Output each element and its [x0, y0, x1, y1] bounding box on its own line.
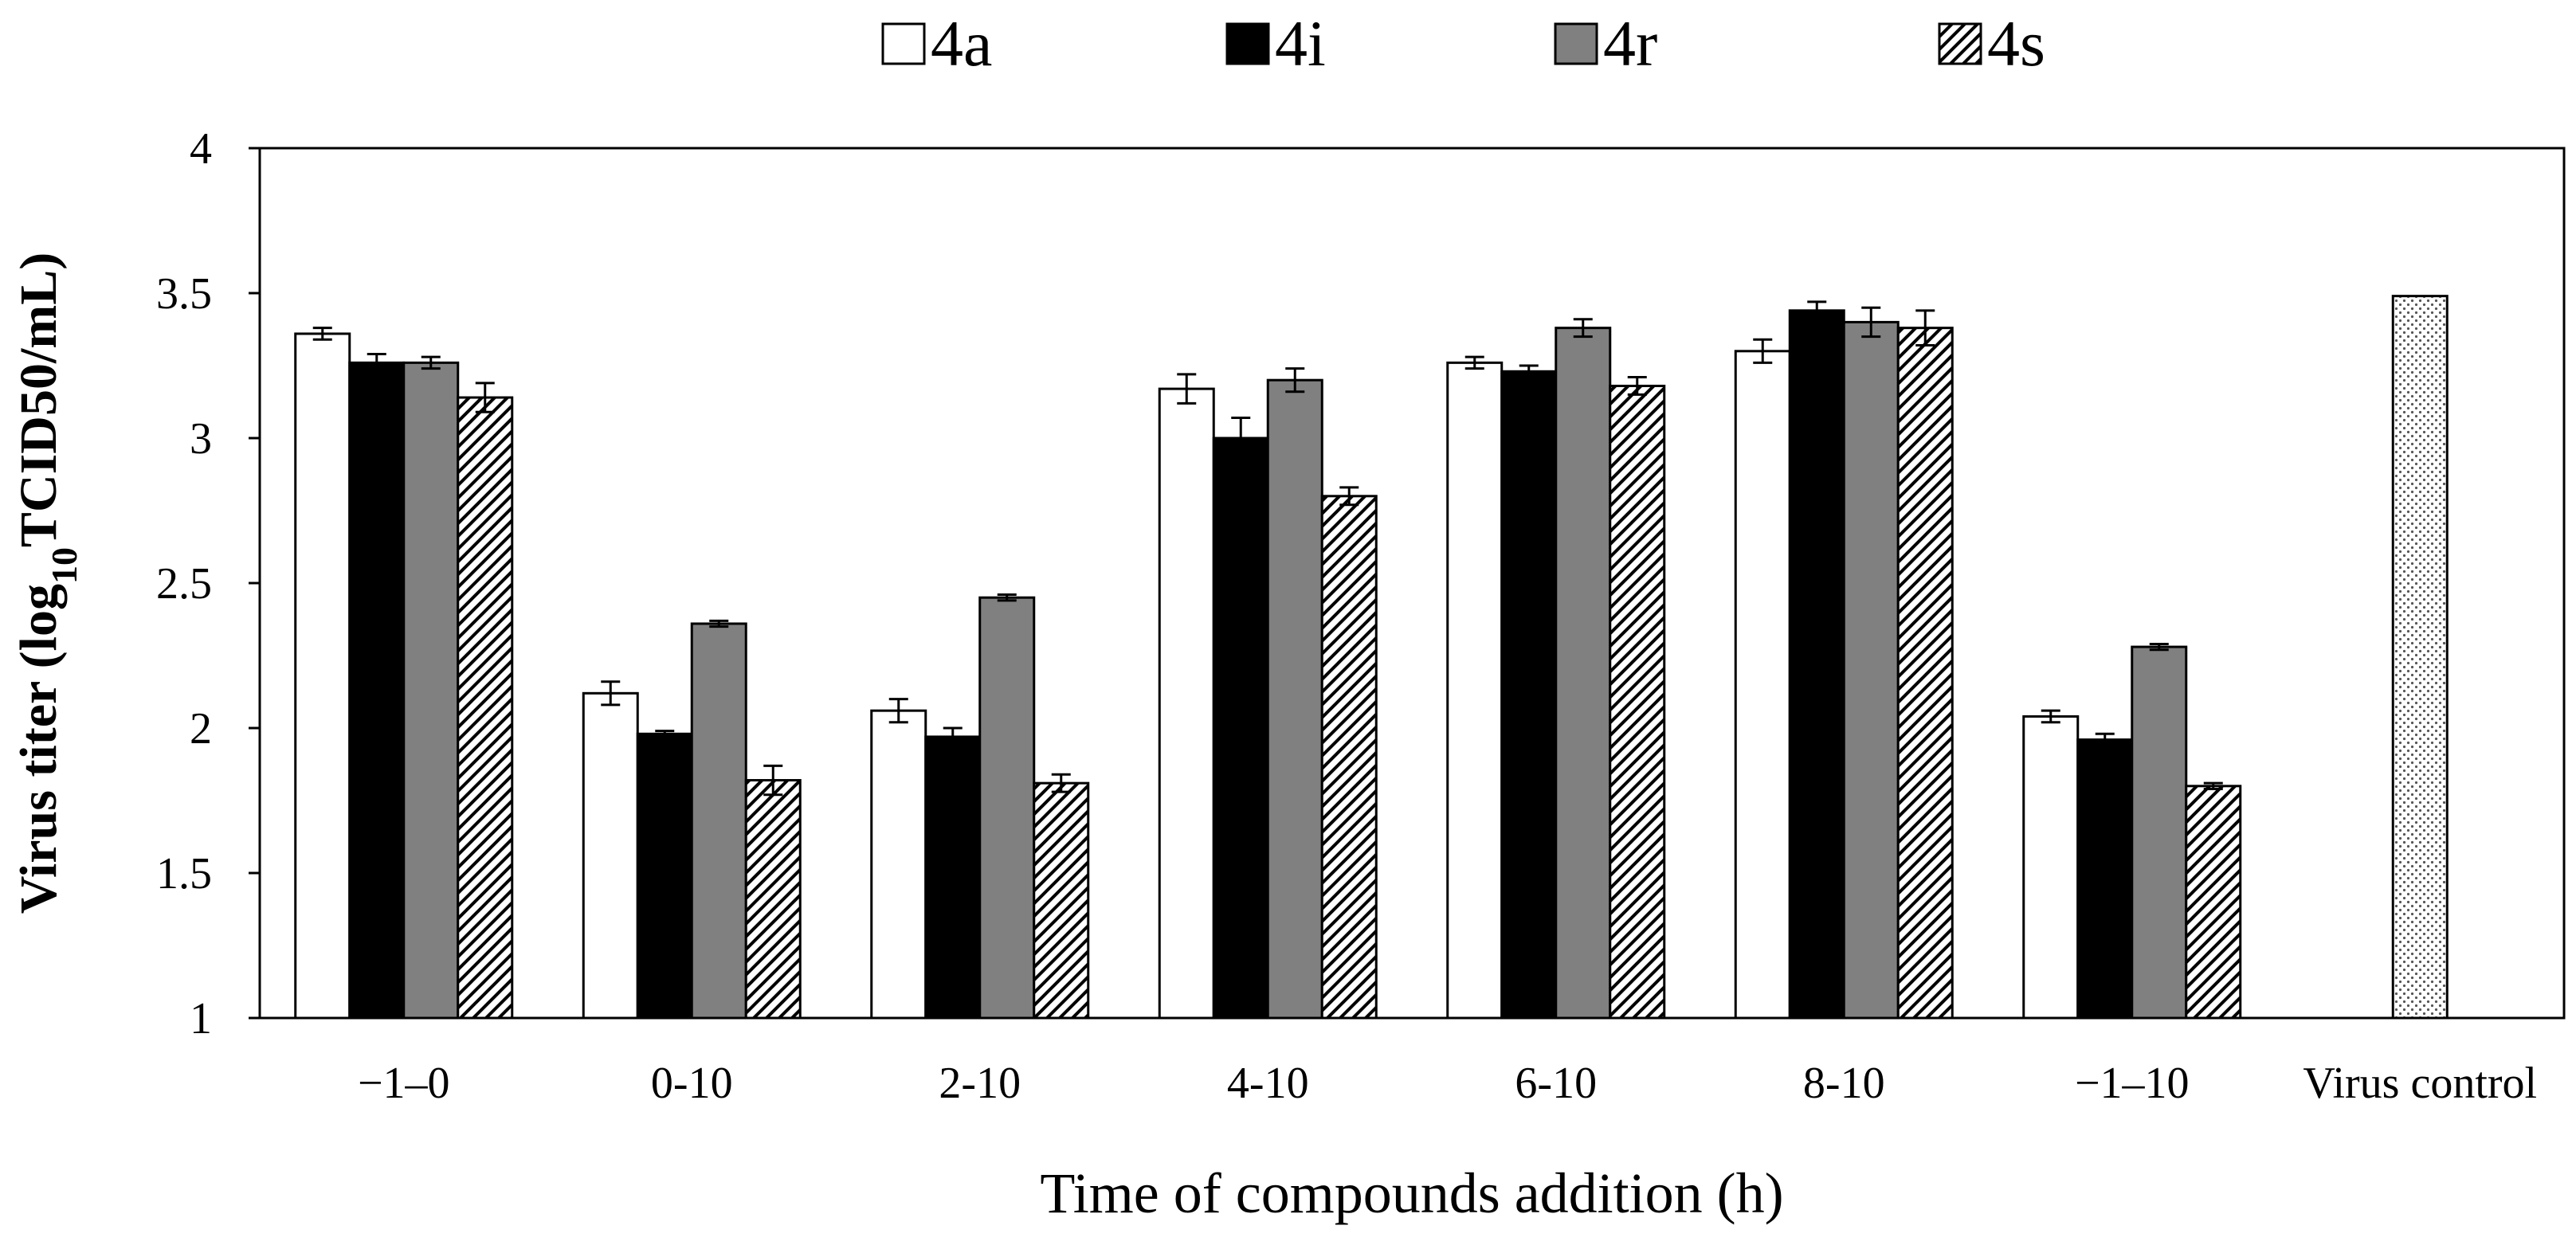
y-axis: 1 1.5 2 2.5 3 3.5 4 — [156, 124, 260, 1043]
y-tick-label: 1 — [190, 994, 212, 1043]
bar-4r — [402, 361, 460, 1020]
x-axis-title: Time of compounds addition (h) — [1040, 1161, 1783, 1225]
y-tick-label: 3 — [190, 414, 212, 464]
x-axis: −1–0 0-10 2-10 4-10 6-10 8-10 −1–10 Virus contr… — [358, 1059, 2537, 1108]
error-bar-4a — [888, 698, 908, 724]
error-bar-4s — [475, 382, 495, 413]
error-bar-4a — [1464, 355, 1484, 370]
bar-virus-control — [2391, 295, 2449, 1020]
error-bar-4a — [601, 680, 621, 707]
bar-4a — [870, 709, 927, 1020]
legend-swatch-4r — [1554, 22, 1598, 65]
error-bar-4a — [312, 327, 332, 341]
legend-swatch-4a — [881, 22, 926, 65]
bar-4a — [582, 691, 639, 1020]
error-bar-4s — [1051, 773, 1071, 793]
legend-label-4s: 4s — [1987, 7, 2045, 80]
bar-4s — [2185, 785, 2242, 1020]
bar-4r — [2131, 645, 2188, 1020]
legend-label-4i: 4i — [1275, 7, 1326, 80]
error-bar-4i — [367, 352, 386, 373]
bar-4s — [457, 396, 514, 1020]
bar-4a — [1158, 387, 1215, 1020]
error-bar-4r — [1285, 367, 1305, 393]
bar-4s — [744, 779, 802, 1020]
error-bar-4i — [655, 730, 675, 738]
error-bar-4s — [763, 764, 783, 797]
error-bar-4i — [2095, 732, 2115, 747]
x-tick-label: −1–0 — [358, 1059, 450, 1108]
error-bar-4i — [1519, 364, 1539, 379]
error-bar-4r — [1573, 318, 1593, 339]
legend-swatch-4i — [1225, 22, 1270, 65]
x-tick-label: 6-10 — [1515, 1059, 1597, 1108]
x-tick-label: 2-10 — [939, 1059, 1021, 1108]
error-bar-4r — [2149, 642, 2169, 652]
bar-4i — [348, 361, 406, 1020]
bar-4r — [1555, 327, 1612, 1020]
bar-4r — [978, 596, 1036, 1020]
y-axis-title-suffix: TCID50/mL) — [10, 253, 68, 547]
y-tick-label: 3.5 — [156, 269, 212, 319]
bars — [294, 295, 2449, 1020]
error-bar-4r — [1861, 306, 1881, 339]
bar-4s — [1320, 495, 1378, 1020]
y-axis-title-prefix: Virus titer (log — [10, 584, 68, 914]
error-bar-4s — [1915, 309, 1935, 347]
bar-4s — [1896, 327, 1954, 1020]
legend-label-4r: 4r — [1603, 7, 1657, 80]
bar-4a — [1734, 350, 1791, 1020]
bar-4s — [1033, 781, 1090, 1020]
error-bar-4r — [421, 355, 441, 370]
x-tick-label: Virus control — [2303, 1059, 2537, 1108]
bar-4s — [1609, 384, 1666, 1020]
bar-4a — [294, 332, 351, 1020]
y-tick-label: 1.5 — [156, 849, 212, 899]
error-bar-4r — [709, 619, 729, 628]
bar-4r — [1842, 320, 1900, 1020]
bar-4r — [1266, 378, 1323, 1020]
x-tick-label: 8-10 — [1803, 1059, 1885, 1108]
y-tick-label: 4 — [190, 124, 212, 174]
y-axis-title: Virus titer (log10TCID50/mL) — [10, 253, 84, 914]
bar-4i — [1212, 437, 1269, 1020]
error-bar-4s — [1627, 376, 1647, 396]
y-axis-title-subscript: 10 — [44, 547, 84, 584]
error-bar-4i — [1807, 300, 1827, 321]
bar-4a — [2022, 715, 2080, 1020]
error-bar-4s — [1339, 486, 1359, 507]
y-tick-label: 2 — [190, 704, 212, 754]
x-tick-label: −1–10 — [2075, 1059, 2190, 1108]
error-bar-4r — [997, 593, 1017, 602]
bar-4i — [924, 735, 982, 1020]
x-tick-label: 4-10 — [1227, 1059, 1309, 1108]
error-bar-4i — [1231, 417, 1251, 460]
x-tick-label: 0-10 — [651, 1059, 733, 1108]
legend-swatch-4s — [1938, 22, 1982, 65]
bar-4r — [690, 622, 747, 1020]
error-bar-4i — [943, 726, 963, 747]
bar-4a — [1446, 361, 1504, 1020]
bar-4i — [1500, 370, 1558, 1020]
legend: 4a 4i 4r 4s — [881, 7, 2045, 80]
bar-4i — [1788, 309, 1845, 1020]
error-bar-4a — [1753, 338, 1773, 364]
bar-4i — [636, 732, 693, 1020]
y-tick-label: 2.5 — [156, 559, 212, 609]
error-bar-4s — [2203, 781, 2223, 790]
error-bar-4a — [2041, 709, 2060, 724]
bar-4i — [2076, 738, 2134, 1020]
error-bar-4a — [1177, 373, 1197, 405]
legend-label-4a: 4a — [931, 7, 992, 80]
